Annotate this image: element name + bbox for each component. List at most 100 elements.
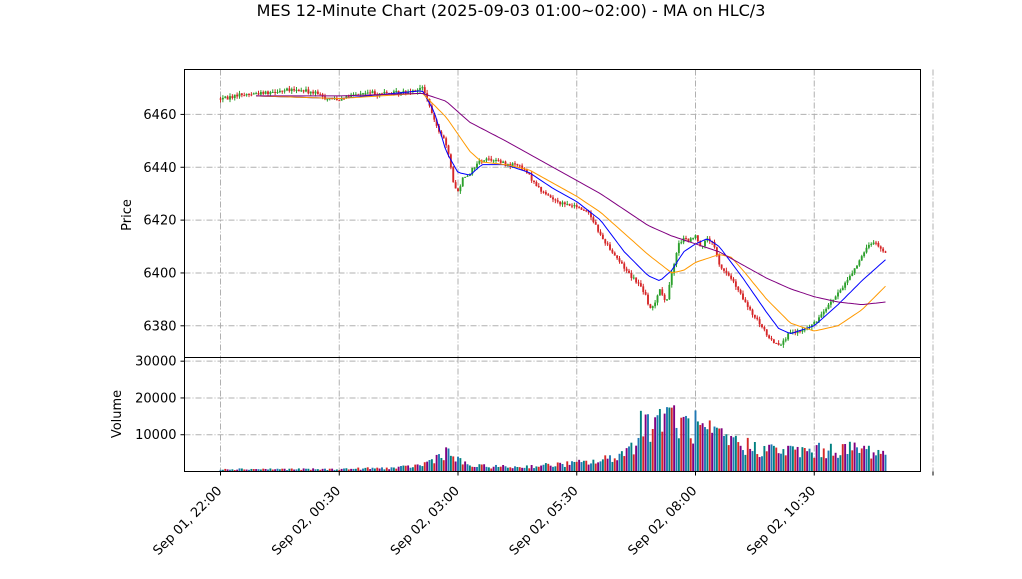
volume-bar bbox=[803, 448, 806, 472]
volume-bar bbox=[884, 454, 887, 472]
volume-bar bbox=[297, 468, 300, 472]
volume-bar bbox=[376, 467, 379, 472]
candle-body bbox=[853, 268, 856, 274]
candle-body bbox=[765, 329, 768, 336]
candle-body bbox=[568, 203, 571, 206]
volume-bar bbox=[397, 466, 400, 472]
candle-body bbox=[829, 301, 832, 305]
candle-body bbox=[523, 169, 526, 171]
candle-body bbox=[692, 238, 695, 240]
candle-body bbox=[739, 290, 742, 294]
candle-body bbox=[381, 93, 383, 95]
candle-body bbox=[841, 287, 844, 291]
candle-body bbox=[305, 89, 307, 92]
volume-bar bbox=[879, 453, 882, 472]
volume-bar bbox=[480, 464, 483, 472]
volume-bar bbox=[305, 468, 307, 472]
volume-bar bbox=[806, 451, 809, 472]
candle-body bbox=[229, 96, 231, 100]
moving-average-lines bbox=[256, 90, 886, 335]
candle-body bbox=[497, 159, 500, 161]
candle-body bbox=[440, 131, 443, 136]
candle-body bbox=[663, 294, 666, 300]
candle-body bbox=[257, 93, 260, 95]
volume-bar bbox=[587, 464, 590, 472]
candle-body bbox=[359, 93, 362, 95]
volume-bar bbox=[449, 455, 452, 472]
candle-body bbox=[516, 163, 519, 166]
volume-bar bbox=[509, 467, 512, 472]
candle-body bbox=[625, 268, 628, 271]
candle-body bbox=[718, 255, 721, 265]
candle-body bbox=[364, 93, 367, 95]
candle-body bbox=[542, 191, 545, 193]
volume-bar bbox=[561, 464, 564, 472]
volume-bar bbox=[844, 444, 847, 472]
volume-bar bbox=[300, 469, 303, 472]
candle-body bbox=[495, 159, 497, 161]
candle-body bbox=[654, 302, 657, 307]
volume-bar bbox=[537, 466, 540, 472]
volume-bar bbox=[385, 467, 388, 472]
volume-bar bbox=[492, 466, 495, 472]
candle-body bbox=[563, 202, 566, 205]
volume-bar bbox=[770, 444, 773, 472]
candle-body bbox=[319, 94, 322, 96]
volume-bar bbox=[573, 461, 576, 472]
moving-average-line-1 bbox=[256, 90, 886, 335]
candle-body bbox=[326, 99, 329, 101]
candle-body bbox=[395, 90, 398, 92]
candle-body bbox=[613, 252, 616, 256]
candle-body bbox=[233, 94, 236, 98]
candle-body bbox=[839, 290, 842, 293]
volume-bar bbox=[274, 469, 277, 472]
price-y-tick-label: 6400 bbox=[143, 266, 176, 281]
volume-bar bbox=[388, 469, 391, 472]
volume-bar bbox=[696, 421, 699, 472]
volume-bar bbox=[727, 445, 730, 472]
candle-body bbox=[675, 252, 678, 265]
candle-body bbox=[666, 299, 668, 301]
candle-body bbox=[366, 92, 369, 94]
volume-bar bbox=[504, 466, 507, 472]
volume-bar bbox=[651, 428, 654, 472]
candle-body bbox=[535, 181, 538, 187]
volume-bar bbox=[423, 462, 426, 472]
volume-bar bbox=[578, 459, 581, 472]
candle-body bbox=[848, 275, 851, 280]
volume-bar bbox=[461, 464, 464, 472]
volume-bar bbox=[571, 461, 573, 472]
candle-body bbox=[533, 180, 535, 182]
candle-body bbox=[573, 205, 576, 207]
volume-bar bbox=[528, 468, 531, 472]
volume-bar bbox=[825, 458, 828, 472]
candle-body bbox=[863, 252, 866, 257]
candle-body bbox=[312, 91, 315, 94]
volume-bar bbox=[226, 469, 229, 472]
volume-bar bbox=[445, 447, 448, 472]
volume-bar bbox=[352, 468, 355, 472]
volume-bar bbox=[411, 467, 414, 472]
candle-body bbox=[601, 234, 604, 240]
candle-body bbox=[801, 329, 804, 332]
candle-body bbox=[813, 321, 816, 325]
candle-body bbox=[499, 160, 502, 163]
candle-body bbox=[827, 304, 830, 309]
volume-bar bbox=[454, 461, 457, 472]
volume-bar bbox=[357, 467, 360, 472]
candle-body bbox=[575, 205, 578, 208]
candle-body bbox=[789, 332, 792, 334]
volume-bar bbox=[345, 468, 348, 472]
candle-body bbox=[668, 284, 671, 300]
volume-bar bbox=[699, 424, 702, 472]
candle-body bbox=[694, 235, 697, 239]
candle-body bbox=[476, 163, 478, 168]
candle-body bbox=[858, 260, 861, 266]
volume-bar bbox=[457, 456, 459, 472]
candle-body bbox=[590, 212, 592, 218]
volume-bar bbox=[229, 469, 231, 472]
candle-body bbox=[442, 135, 445, 139]
candle-body bbox=[768, 335, 771, 339]
volume-bar bbox=[428, 460, 431, 472]
